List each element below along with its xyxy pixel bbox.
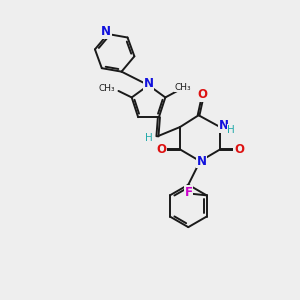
Text: CH₃: CH₃ bbox=[98, 84, 115, 93]
Text: F: F bbox=[185, 186, 193, 199]
Text: O: O bbox=[234, 143, 244, 156]
Text: CH₃: CH₃ bbox=[174, 82, 191, 91]
Text: O: O bbox=[156, 143, 166, 156]
Text: H: H bbox=[227, 125, 235, 135]
Text: N: N bbox=[101, 26, 111, 38]
Text: N: N bbox=[196, 155, 206, 168]
Text: N: N bbox=[219, 119, 229, 132]
Text: O: O bbox=[198, 88, 208, 101]
Text: N: N bbox=[143, 77, 154, 90]
Text: H: H bbox=[145, 133, 153, 143]
